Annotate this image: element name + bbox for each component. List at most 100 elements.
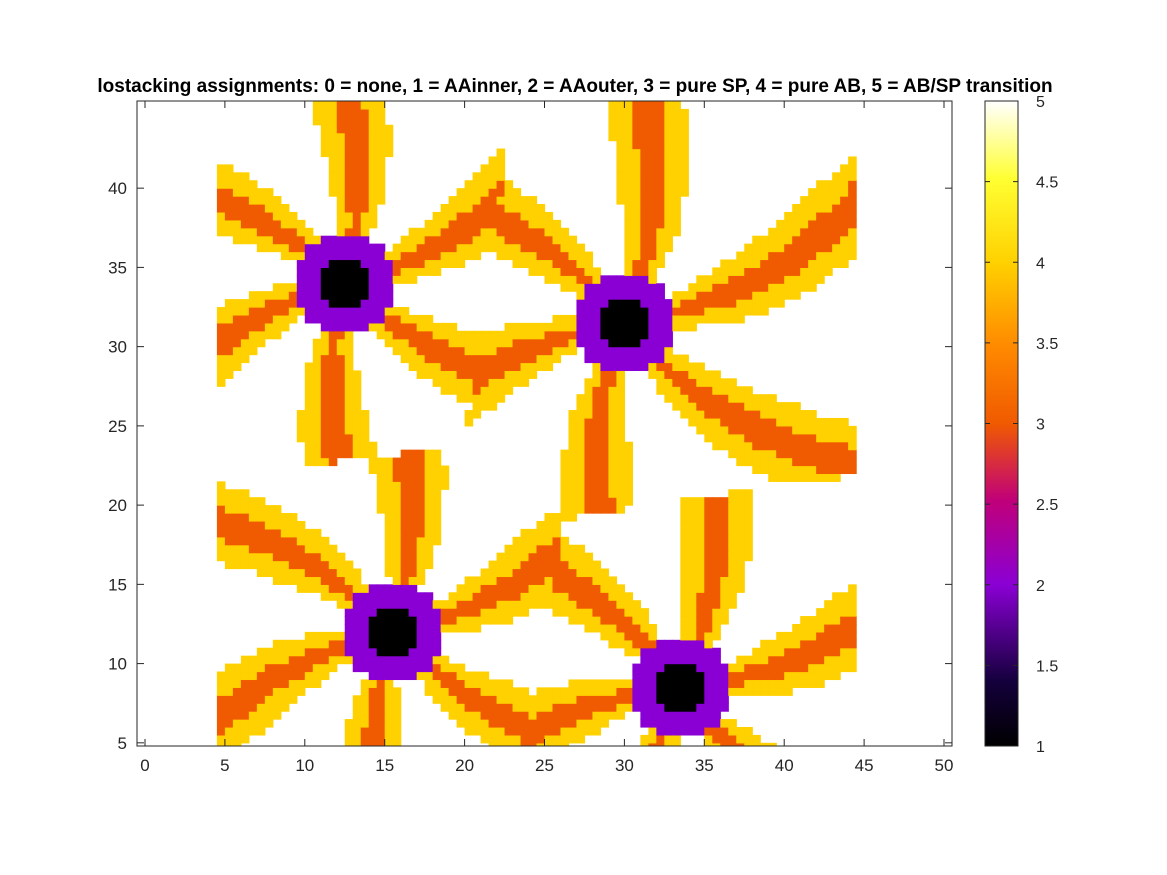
- heat-cell: [232, 671, 242, 681]
- heat-cell: [600, 314, 610, 324]
- heat-cell: [472, 695, 482, 704]
- heat-cell: [264, 655, 274, 665]
- heat-cell: [232, 299, 242, 308]
- heat-cell: [248, 520, 258, 530]
- heat-cell: [472, 671, 482, 681]
- heat-cell: [808, 457, 817, 467]
- heat-cell: [736, 663, 745, 673]
- heat-cell: [568, 592, 578, 601]
- heat-cell: [288, 283, 298, 292]
- heat-cell: [408, 346, 418, 356]
- heat-cell: [696, 568, 705, 578]
- heat-cell: [472, 623, 482, 633]
- heat-cell: [632, 188, 641, 197]
- heat-cell: [360, 299, 370, 308]
- heat-cell: [744, 663, 753, 673]
- heat-cell: [736, 687, 745, 696]
- heat-cell: [576, 417, 586, 427]
- heat-cell: [648, 124, 657, 134]
- heat-cell: [632, 267, 641, 276]
- heat-cell: [656, 140, 665, 150]
- heat-cell: [256, 663, 266, 673]
- heat-cell: [560, 711, 570, 720]
- heat-cell: [360, 219, 370, 229]
- heat-cell: [320, 576, 330, 585]
- heat-cell: [248, 536, 258, 546]
- heat-cell: [592, 592, 602, 601]
- heat-cell: [664, 734, 673, 744]
- heat-cell: [224, 322, 234, 332]
- heat-cell: [648, 679, 657, 688]
- heat-cell: [504, 235, 514, 245]
- heat-cell: [528, 354, 538, 364]
- heat-cell: [472, 243, 482, 253]
- heat-cell: [696, 726, 705, 736]
- heat-cell: [632, 616, 641, 625]
- heat-cell: [656, 291, 665, 300]
- heat-cell: [216, 703, 226, 712]
- heat-cell: [568, 719, 578, 728]
- heat-cell: [720, 568, 729, 578]
- heat-cell: [448, 663, 458, 673]
- heat-cell: [584, 338, 594, 348]
- heat-cell: [584, 481, 594, 490]
- heat-cell: [304, 679, 314, 688]
- heat-cell: [776, 243, 785, 253]
- heat-cell: [632, 299, 641, 308]
- heat-cell: [288, 671, 298, 681]
- heat-cell: [384, 338, 394, 348]
- heat-cell: [472, 386, 482, 395]
- heat-cell: [368, 734, 378, 744]
- heat-cell: [480, 402, 490, 411]
- heat-cell: [248, 663, 258, 673]
- heat-cell: [392, 703, 402, 712]
- heat-cell: [696, 505, 705, 514]
- heat-cell: [848, 639, 857, 649]
- heat-cell: [376, 481, 386, 490]
- heat-cell: [752, 394, 761, 403]
- heat-cell: [640, 124, 649, 134]
- heat-cell: [376, 584, 386, 593]
- heat-cell: [560, 267, 570, 276]
- heat-cell: [360, 196, 370, 205]
- heat-cell: [672, 671, 681, 681]
- heat-cell: [648, 156, 657, 165]
- heat-cell: [336, 299, 346, 308]
- heat-cell: [480, 378, 490, 387]
- heat-cell: [360, 711, 370, 720]
- heat-cell: [408, 608, 418, 617]
- heat-cell: [656, 370, 665, 379]
- heat-cell: [792, 227, 801, 237]
- heat-cell: [656, 711, 665, 720]
- heat-cell: [664, 188, 673, 197]
- heat-cell: [400, 592, 410, 601]
- heat-cell: [576, 608, 586, 617]
- heat-cell: [488, 172, 498, 181]
- heat-cell: [344, 275, 354, 284]
- heat-cell: [736, 528, 745, 538]
- heat-cell: [320, 267, 330, 276]
- heat-cell: [696, 616, 705, 625]
- heat-cell: [728, 600, 737, 609]
- heat-cell: [608, 362, 618, 372]
- heat-cell: [336, 449, 346, 459]
- heat-cell: [464, 227, 474, 237]
- heat-cell: [328, 584, 338, 593]
- heat-cell: [520, 608, 530, 617]
- heat-cell: [312, 425, 322, 435]
- heat-cell: [568, 552, 578, 562]
- heat-cell: [464, 592, 474, 601]
- heat-cell: [728, 505, 737, 514]
- heat-cell: [688, 679, 697, 688]
- heat-cell: [592, 410, 602, 419]
- heat-cell: [400, 465, 410, 475]
- heat-cell: [344, 116, 354, 126]
- heat-cell: [728, 410, 737, 419]
- heat-cell: [704, 671, 713, 681]
- heat-cell: [312, 378, 322, 387]
- heat-cell: [264, 560, 274, 570]
- heat-cell: [280, 703, 290, 712]
- heat-cell: [352, 639, 362, 649]
- heat-cell: [224, 164, 234, 173]
- heat-cell: [584, 711, 594, 720]
